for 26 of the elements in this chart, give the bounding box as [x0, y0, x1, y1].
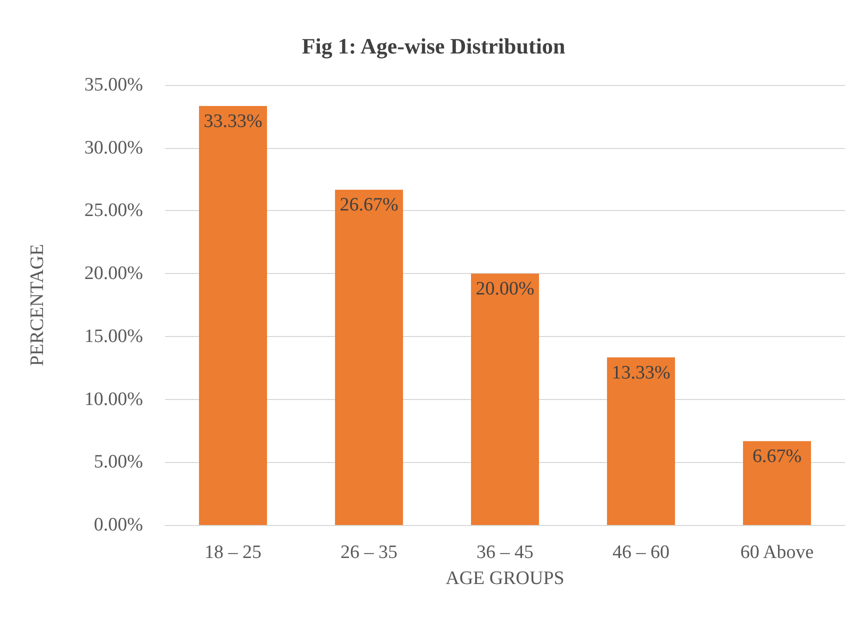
- x-tick-label: 18 – 25: [204, 542, 262, 563]
- bar: [607, 357, 675, 525]
- y-axis-title: PERCENTAGE: [27, 244, 48, 366]
- y-tick-label: 30.00%: [84, 137, 144, 158]
- y-tick-label: 25.00%: [84, 200, 144, 222]
- data-label: 20.00%: [476, 278, 534, 300]
- data-label: 6.67%: [752, 446, 802, 468]
- bar: [199, 106, 267, 525]
- x-axis-title: AGE GROUPS: [446, 568, 564, 589]
- chart-title: Fig 1: Age-wise Distribution: [302, 34, 566, 58]
- y-tick-label: 20.00%: [84, 263, 144, 284]
- bar: [335, 190, 403, 525]
- y-tick-label: 35.00%: [84, 74, 144, 96]
- bar: [743, 441, 811, 525]
- data-label: 13.33%: [612, 362, 670, 384]
- x-tick-label: 26 – 35: [340, 542, 398, 563]
- y-tick-label: 15.00%: [84, 326, 144, 347]
- y-tick-label: 5.00%: [94, 452, 144, 473]
- x-tick-label: 46 – 60: [612, 542, 670, 563]
- x-tick-label: 36 – 45: [476, 542, 534, 563]
- y-tick-label: 0.00%: [94, 514, 144, 536]
- y-tick-label: 10.00%: [84, 388, 144, 410]
- bar: [471, 274, 539, 525]
- data-label: 26.67%: [340, 194, 398, 216]
- x-tick-label: 60 Above: [740, 542, 814, 563]
- data-label: 33.33%: [204, 110, 262, 132]
